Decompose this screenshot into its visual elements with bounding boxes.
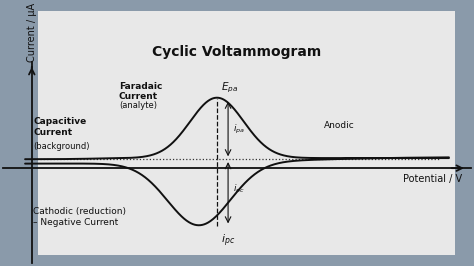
Text: Faradaic
Current: Faradaic Current [119, 82, 162, 101]
Title: Cyclic Voltammogram: Cyclic Voltammogram [152, 45, 322, 59]
Text: Potential / V: Potential / V [403, 174, 462, 184]
Text: (background): (background) [33, 142, 90, 151]
Text: Capacitive
Current: Capacitive Current [33, 117, 86, 137]
Text: $\mathit{i}_{pc}$: $\mathit{i}_{pc}$ [221, 233, 236, 250]
Text: Current / μA: Current / μA [27, 3, 37, 62]
Text: (analyte): (analyte) [119, 101, 157, 110]
Text: Cathodic (reduction)
– Negative Current: Cathodic (reduction) – Negative Current [33, 207, 126, 227]
Text: $i_{pa}$: $i_{pa}$ [233, 122, 245, 136]
Text: $E_{pa}$: $E_{pa}$ [221, 81, 238, 95]
Text: Anodic: Anodic [324, 121, 355, 130]
Text: $i_{pc}$: $i_{pc}$ [233, 183, 245, 196]
